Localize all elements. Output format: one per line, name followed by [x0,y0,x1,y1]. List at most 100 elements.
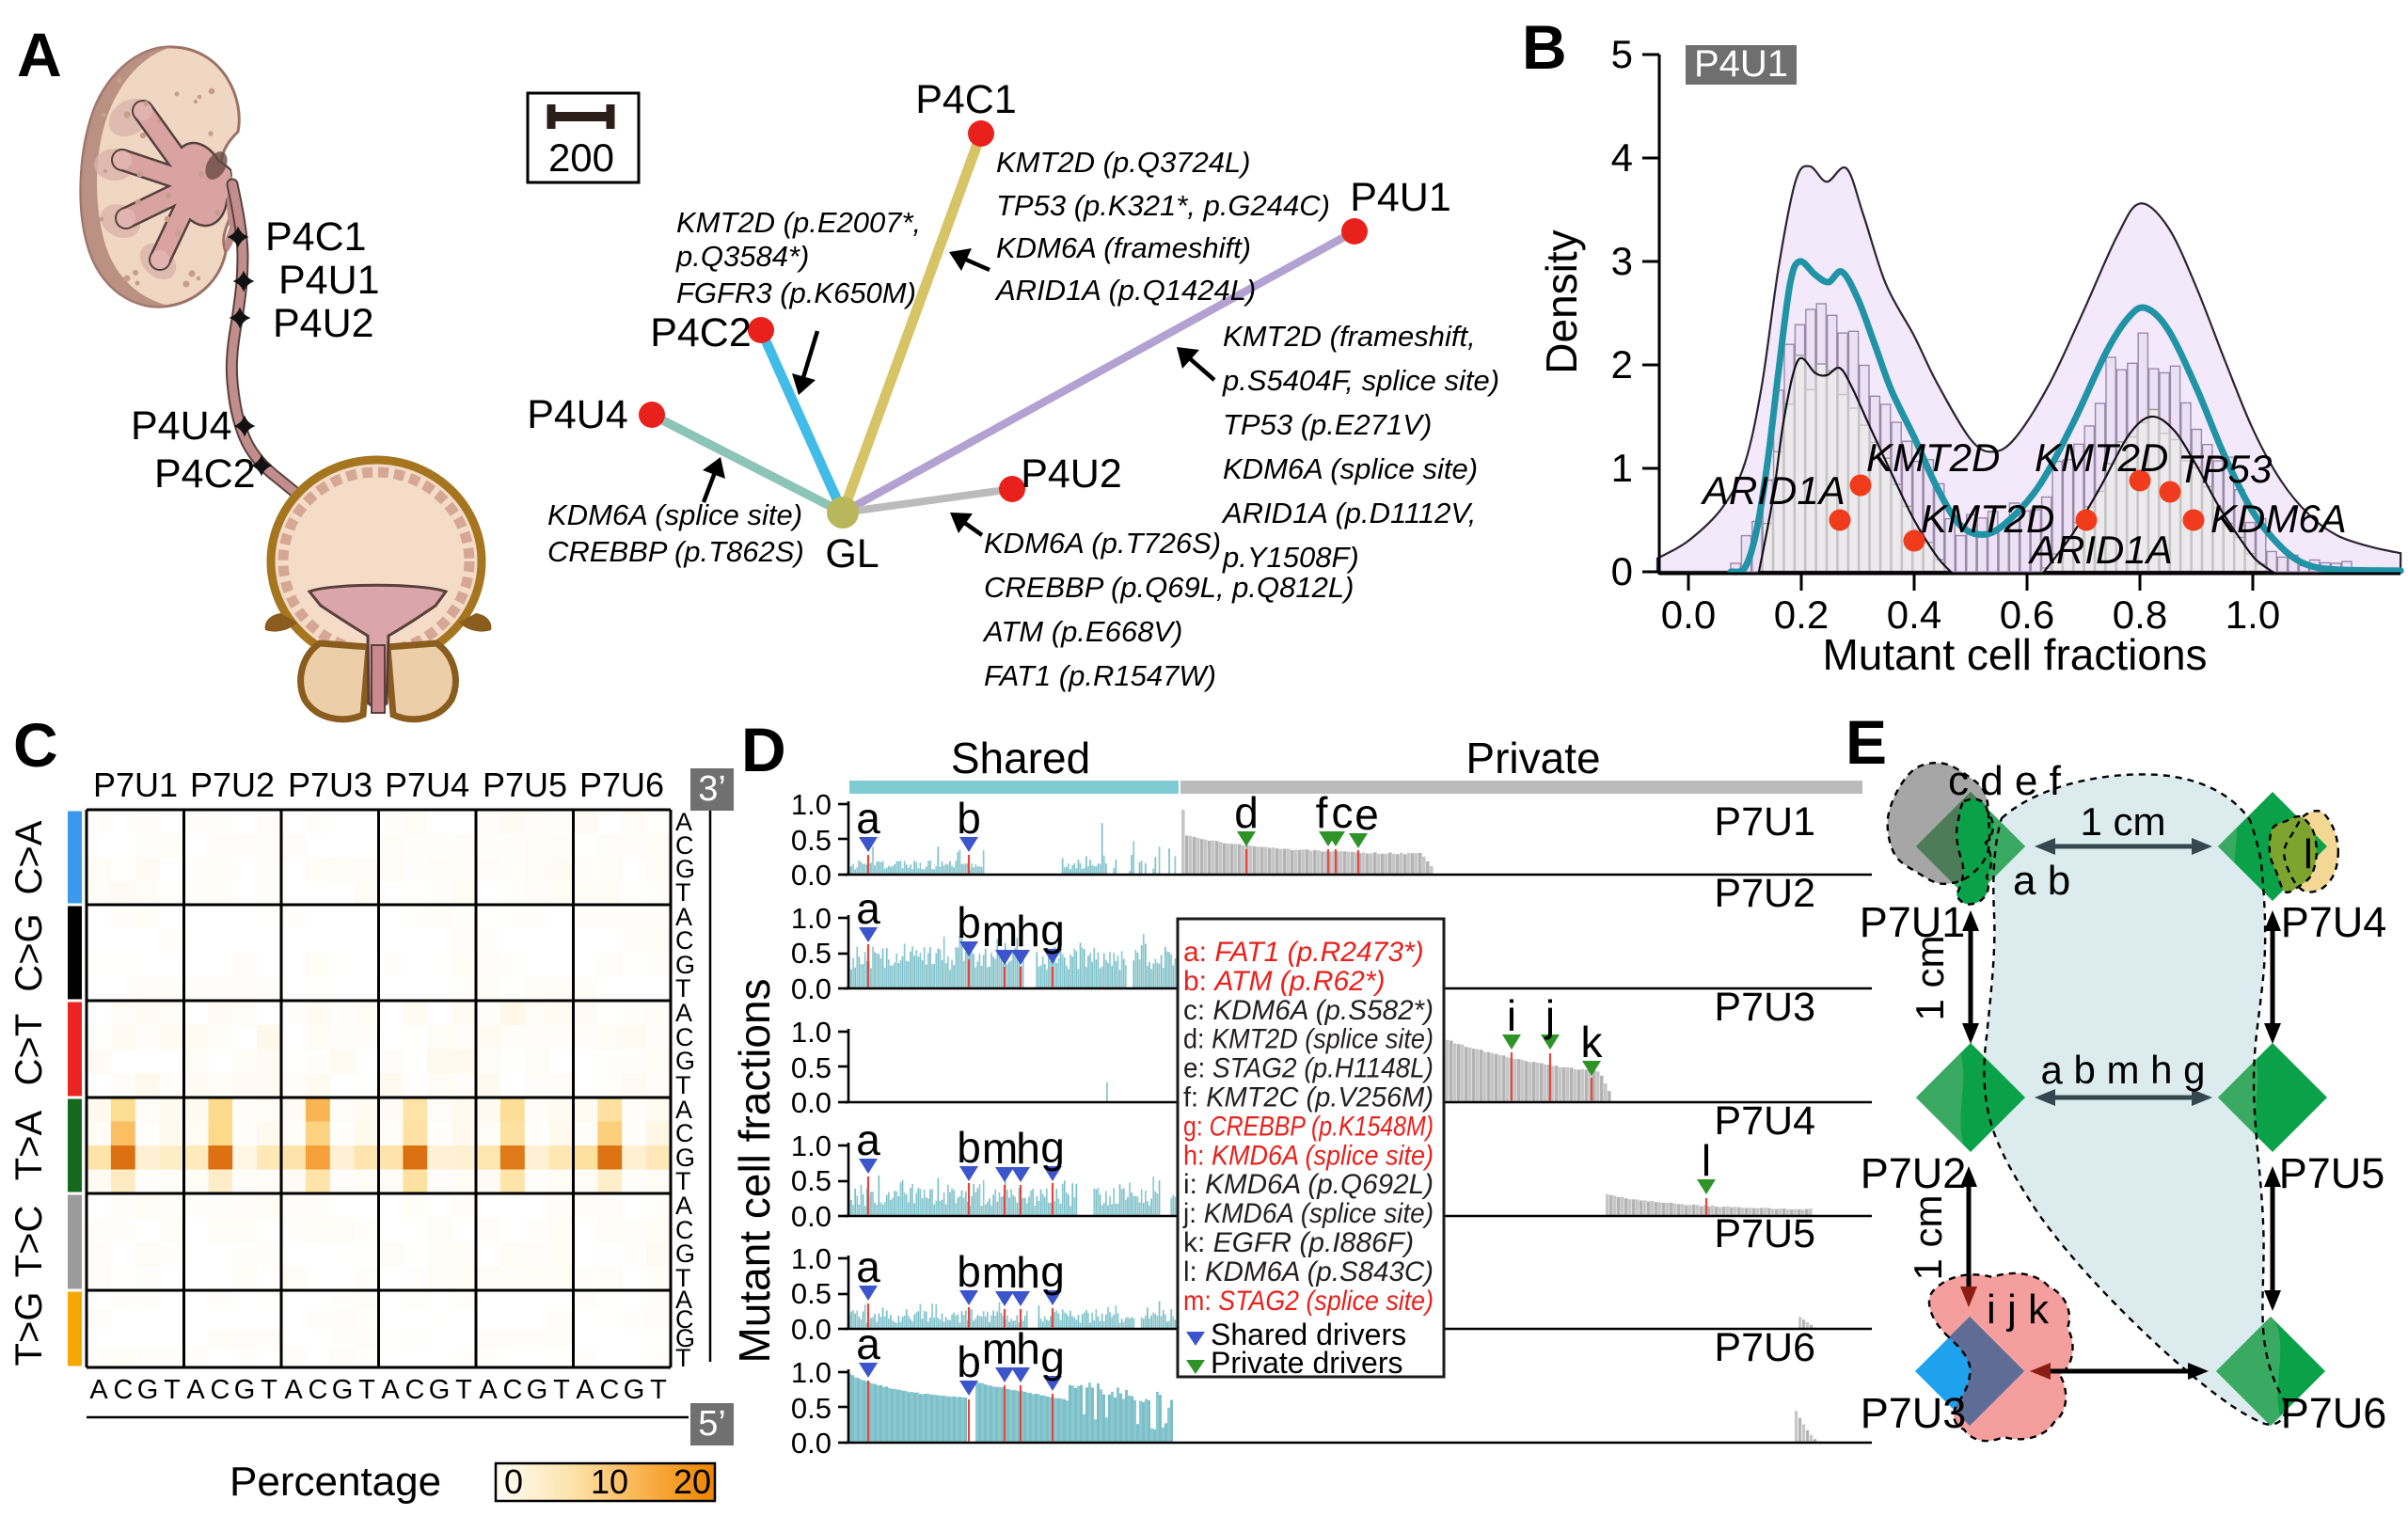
svg-text:T: T [358,1375,375,1405]
svg-text:T: T [164,1375,181,1405]
svg-text:G: G [624,1375,645,1405]
svg-text:h: h [1016,1324,1040,1373]
svg-text:m: m [982,1324,1018,1373]
svg-text:g: g [1040,1123,1065,1172]
svg-text:G: G [675,1144,695,1172]
svg-text:T: T [455,1375,472,1405]
svg-text:A: A [17,20,62,89]
svg-text:d: d [1234,788,1259,837]
svg-text:KDM6A (p.T726S): KDM6A (p.T726S) [984,527,1221,560]
svg-text:C>T: C>T [8,1014,50,1086]
svg-text:A: A [675,1096,692,1124]
svg-text:a b m h g: a b m h g [2040,1048,2205,1092]
svg-text:m: STAG2 (splice site): m: STAG2 (splice site) [1183,1286,1434,1317]
svg-text:j: KMD6A (splice site): j: KMD6A (splice site) [1182,1198,1434,1229]
svg-text:G: G [332,1375,354,1405]
svg-text:G: G [675,855,695,883]
svg-text:a: a [856,1242,880,1291]
svg-text:5’: 5’ [698,1404,726,1444]
svg-text:C: C [309,1375,328,1405]
svg-text:i: i [1507,991,1516,1040]
svg-text:g: g [1040,1247,1065,1296]
svg-text:m: m [982,1124,1018,1173]
svg-text:T: T [261,1375,277,1405]
svg-text:A: A [381,1375,400,1405]
svg-text:1.0: 1.0 [791,1016,832,1049]
svg-text:e: e [1354,790,1379,839]
svg-text:b: b [957,1123,981,1172]
svg-text:G: G [137,1375,159,1405]
svg-text:4: 4 [1611,135,1633,180]
svg-text:P7U2: P7U2 [1861,1149,1967,1197]
svg-text:P4U2: P4U2 [1021,451,1122,497]
svg-text:A: A [675,1286,692,1314]
svg-text:C: C [211,1375,230,1405]
svg-text:A: A [675,903,692,931]
svg-text:ARID1A (p.Q1424L): ARID1A (p.Q1424L) [994,274,1256,307]
svg-text:KMT2D (p.E2007*,: KMT2D (p.E2007*, [676,206,921,239]
svg-text:C>A: C>A [8,820,50,894]
svg-text:20: 20 [673,1462,711,1501]
svg-text:a: a [856,794,880,843]
svg-text:0.5: 0.5 [791,1164,832,1197]
svg-text:c: KDM6A (p.S582*): c: KDM6A (p.S582*) [1183,995,1434,1026]
svg-text:m: m [982,907,1018,955]
svg-text:1.0: 1.0 [791,902,832,935]
svg-text:G: G [429,1375,451,1405]
svg-text:GL: GL [825,531,879,576]
svg-text:Private: Private [1465,734,1600,782]
svg-text:f: f [1316,788,1328,837]
svg-text:0.5: 0.5 [791,1277,832,1310]
svg-text:Density: Density [1537,229,1586,373]
svg-text:FAT1 (p.R1547W): FAT1 (p.R1547W) [984,659,1216,692]
svg-text:A: A [284,1375,303,1405]
svg-text:A: A [675,999,692,1027]
svg-text:h: KMD6A (splice site): h: KMD6A (splice site) [1183,1140,1434,1171]
svg-text:P4U2: P4U2 [273,301,374,346]
svg-text:Mutant cell fractions: Mutant cell fractions [730,978,779,1363]
svg-text:i j k: i j k [1987,1287,2050,1333]
svg-text:Shared drivers: Shared drivers [1211,1318,1406,1351]
svg-text:g: g [1040,1333,1065,1382]
svg-text:KDM6A (splice site): KDM6A (splice site) [547,498,802,531]
svg-text:C: C [405,1375,425,1405]
svg-text:200: 200 [548,135,614,180]
svg-text:P7U3: P7U3 [288,766,372,804]
svg-text:l: l [1702,1136,1711,1185]
svg-text:a: a [856,1115,880,1164]
svg-text:k: k [1581,1018,1604,1066]
svg-text:p.Y1508F): p.Y1508F) [1222,541,1359,574]
svg-text:B: B [1522,12,1567,82]
svg-text:0.0: 0.0 [791,1086,832,1119]
svg-text:c d e f: c d e f [1948,758,2062,804]
svg-text:P4U1: P4U1 [278,258,380,303]
svg-text:T: T [553,1375,570,1405]
svg-text:P7U6: P7U6 [2281,1389,2387,1437]
svg-text:0.0: 0.0 [791,1313,832,1346]
svg-text:ARID1A: ARID1A [1700,468,1846,513]
svg-text:P7U4: P7U4 [385,766,469,804]
svg-text:1.0: 1.0 [791,788,832,821]
svg-text:e: STAG2 (p.H1148L): e: STAG2 (p.H1148L) [1183,1053,1434,1084]
svg-text:l: KDM6A (p.S843C): l: KDM6A (p.S843C) [1183,1256,1434,1287]
svg-text:P4C1: P4C1 [915,77,1017,122]
svg-text:P7U2: P7U2 [190,766,275,804]
svg-text:0.5: 0.5 [791,1051,832,1084]
svg-text:0.4: 0.4 [1887,592,1941,637]
svg-text:A: A [675,808,692,836]
svg-text:P7U1: P7U1 [1860,898,1966,946]
svg-text:C: C [675,831,694,860]
svg-text:G: G [527,1375,548,1405]
svg-text:KDM6A: KDM6A [2210,497,2347,541]
svg-text:1.0: 1.0 [2226,592,2280,637]
svg-text:KMT2D: KMT2D [1866,435,2000,480]
svg-text:P7U5: P7U5 [2279,1149,2385,1197]
svg-text:P7U4: P7U4 [2281,898,2387,946]
svg-text:a: a [856,884,880,933]
svg-text:FGFR3 (p.K650M): FGFR3 (p.K650M) [676,276,916,309]
svg-text:A: A [89,1375,108,1405]
svg-text:KMT2D (frameshift,: KMT2D (frameshift, [1223,320,1476,353]
svg-text:P7U6: P7U6 [579,766,664,804]
svg-text:TP53 (p.E271V): TP53 (p.E271V) [1223,408,1432,441]
svg-text:5: 5 [1611,32,1633,76]
